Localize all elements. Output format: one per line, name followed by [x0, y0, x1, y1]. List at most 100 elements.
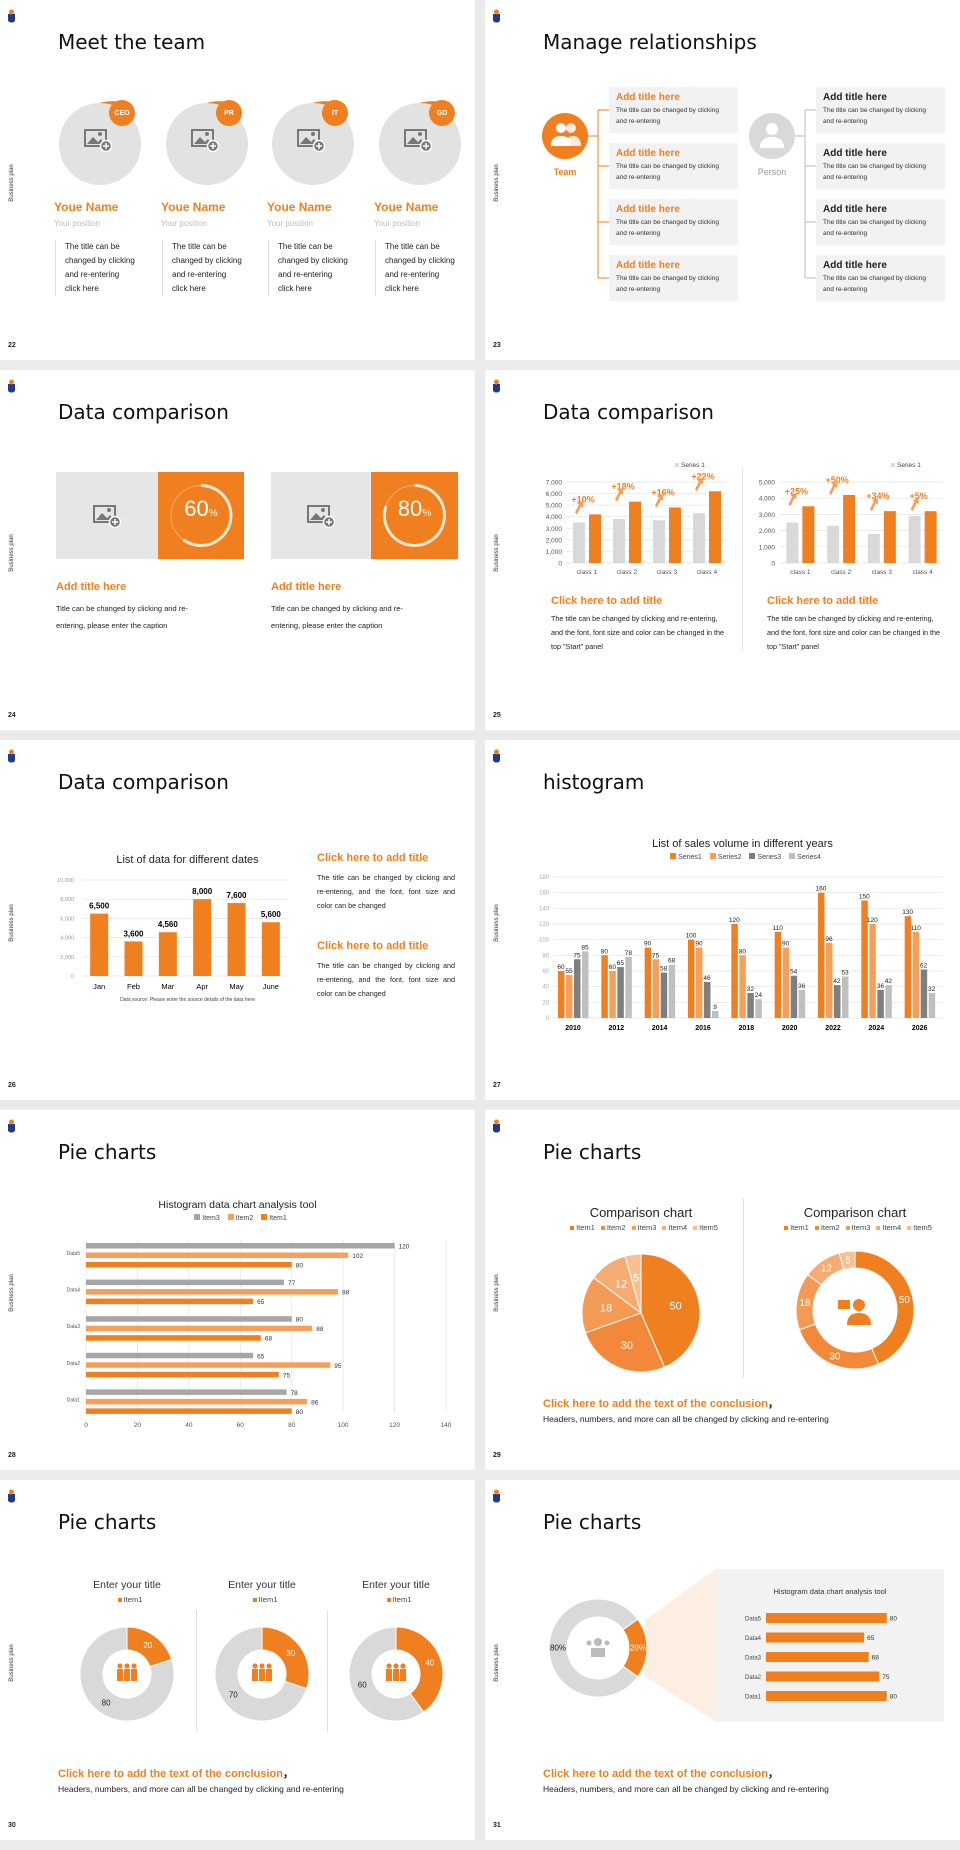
page-number: 26 — [8, 1082, 16, 1089]
add-image-icon[interactable] — [404, 128, 433, 153]
slice-label: 18 — [800, 1298, 812, 1309]
bar-series2 — [696, 947, 703, 1018]
slide-23[interactable]: Business plan 23 Manage relationships Te… — [485, 0, 960, 360]
x-tick-label: 2014 — [652, 1025, 668, 1032]
y-tick-label: 1,000 — [759, 544, 776, 551]
block-title[interactable]: Click here to add title — [767, 595, 879, 607]
legend-label: Series4 — [797, 854, 821, 861]
slide-title: Data comparison — [543, 400, 714, 424]
pie-slice — [548, 1598, 639, 1698]
bar-item2 — [86, 1325, 313, 1332]
bar-series1 — [613, 519, 625, 563]
add-image-icon[interactable] — [307, 504, 335, 528]
legend-label: Item2 — [235, 1215, 254, 1222]
add-image-icon[interactable] — [84, 128, 113, 153]
image-placeholder[interactable] — [271, 472, 371, 559]
data-label: 62 — [920, 962, 928, 969]
bar-item3 — [86, 1243, 395, 1249]
description-line: The title can be — [172, 242, 227, 251]
team-box[interactable]: Add title here The title can be changed b… — [609, 255, 738, 301]
data-label: 80 — [296, 1317, 304, 1324]
legend-swatch — [252, 1598, 257, 1602]
y-tick-label: 4,000 — [759, 496, 776, 503]
x-tick-label: class 2 — [831, 569, 852, 576]
slide-title: Pie charts — [58, 1510, 157, 1534]
slide-26[interactable]: Business plan 26 Data comparison List of… — [0, 740, 475, 1100]
slide-24[interactable]: Business plan 24 Data comparison 60% Add … — [0, 370, 475, 730]
block-title[interactable]: Click here to add title — [317, 852, 429, 864]
bar-series4 — [755, 999, 762, 1018]
block-text: The title can be changed by clicking and… — [551, 614, 725, 651]
x-tick-label: class 4 — [913, 569, 934, 576]
legend-swatch — [117, 1598, 122, 1602]
member-name[interactable]: Youe Name — [374, 200, 439, 214]
block-title[interactable]: Click here to add title — [317, 940, 429, 952]
legend-swatch — [227, 1214, 234, 1220]
slide-25[interactable]: Business plan 25 Data comparison 0 1,000 2… — [485, 370, 960, 730]
team-box[interactable]: Add title here The title can be changed b… — [609, 87, 738, 133]
slice-label: 50 — [899, 1295, 911, 1306]
legend-label: Series 1 — [681, 462, 705, 469]
role-badge: CEO — [109, 100, 135, 126]
y-tick-label: 60 — [542, 969, 549, 975]
x-tick-label: 40 — [185, 1422, 193, 1429]
team-icon — [131, 1663, 137, 1669]
slide-30[interactable]: Business plan 30 Pie charts Enter your t… — [0, 1480, 475, 1840]
data-label: 98 — [342, 1290, 350, 1297]
image-placeholder[interactable] — [56, 472, 158, 559]
conclusion-title[interactable]: Click here to add the text of the conclu… — [543, 1395, 779, 1411]
y-tick-label: 160 — [539, 891, 550, 897]
legend-label: Item2 — [606, 1223, 626, 1232]
team-icon — [266, 1669, 272, 1681]
y-tick-label: Data5 — [745, 1617, 762, 1623]
member-name[interactable]: Youe Name — [161, 200, 226, 214]
bar — [158, 932, 177, 976]
block-title[interactable]: Click here to add title — [551, 595, 663, 607]
data-label: 80 — [296, 1263, 304, 1270]
team-connectors — [598, 109, 609, 279]
data-label: 5,600 — [261, 910, 282, 919]
team-icon — [124, 1663, 130, 1669]
slide-29[interactable]: Business plan 29 Pie charts Comparison c… — [485, 1110, 960, 1470]
slide-31[interactable]: Business plan 31 Pie charts 20% 80% 80 Data… — [485, 1480, 960, 1840]
conclusion-title[interactable]: Click here to add the text of the conclu… — [58, 1765, 294, 1781]
team-box[interactable]: Add title here The title can be changed b… — [609, 143, 738, 189]
y-tick-label: 5,000 — [759, 480, 776, 487]
data-label: 65 — [257, 1299, 265, 1306]
card-title[interactable]: Add title here — [271, 581, 342, 593]
growth-label: +25% — [785, 486, 808, 496]
slide-22[interactable]: Business plan 22 Meet the team CEO Youe N… — [0, 0, 475, 360]
page-number: 27 — [493, 1082, 501, 1089]
add-image-icon[interactable] — [93, 504, 121, 528]
bar-series1 — [867, 533, 880, 563]
data-label: 78 — [625, 950, 633, 957]
team-icon — [393, 1669, 399, 1681]
person-box[interactable]: Add title here The title can be changed b… — [816, 87, 945, 133]
conclusion-title[interactable]: Click here to add the text of the conclu… — [543, 1765, 779, 1781]
x-tick-label: 2018 — [739, 1025, 755, 1032]
add-image-icon[interactable] — [191, 128, 220, 153]
legend-label: Item1 — [258, 1595, 278, 1604]
logo-icon — [8, 9, 15, 23]
x-tick-label: 2010 — [565, 1025, 581, 1032]
x-tick-label: class 2 — [617, 569, 638, 576]
bar-series2 — [739, 955, 746, 1018]
member-name[interactable]: Youe Name — [267, 200, 332, 214]
person-box[interactable]: Add title here The title can be changed b… — [816, 255, 945, 301]
chart-title: Histogram data chart analysis tool — [158, 1199, 317, 1211]
slide-27[interactable]: Business plan 27 histogram List of sales… — [485, 740, 960, 1100]
person-box[interactable]: Add title here The title can be changed b… — [816, 143, 945, 189]
conclusion-body: Headers, numbers, and more can all be ch… — [543, 1414, 829, 1424]
bar — [193, 899, 212, 976]
data-label: 3,600 — [123, 929, 144, 938]
slide-28[interactable]: Business plan 28 Pie charts Histogram da… — [0, 1110, 475, 1470]
add-image-icon[interactable] — [297, 128, 326, 153]
bar-series3 — [834, 985, 841, 1018]
card-title[interactable]: Add title here — [56, 581, 127, 593]
team-box[interactable]: Add title here The title can be changed b… — [609, 199, 738, 245]
legend-swatch — [600, 1226, 605, 1230]
chart-legend: Item1 Item2 Item3 Item4 Item5 — [541, 1223, 741, 1232]
person-box[interactable]: Add title here The title can be changed b… — [816, 199, 945, 245]
member-name[interactable]: Youe Name — [54, 200, 119, 214]
x-tick-label: 2012 — [609, 1025, 625, 1032]
